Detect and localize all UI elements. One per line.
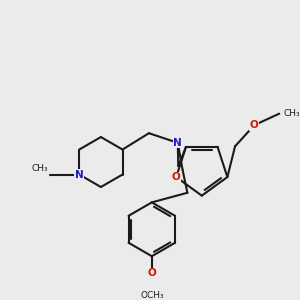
Text: N: N bbox=[173, 138, 182, 148]
Text: CH₃: CH₃ bbox=[32, 164, 49, 172]
Text: N: N bbox=[75, 169, 84, 179]
Text: CH₃: CH₃ bbox=[283, 109, 300, 118]
Text: OCH₃: OCH₃ bbox=[140, 291, 164, 300]
Text: O: O bbox=[250, 120, 259, 130]
Text: O: O bbox=[172, 172, 181, 182]
Text: O: O bbox=[147, 268, 156, 278]
